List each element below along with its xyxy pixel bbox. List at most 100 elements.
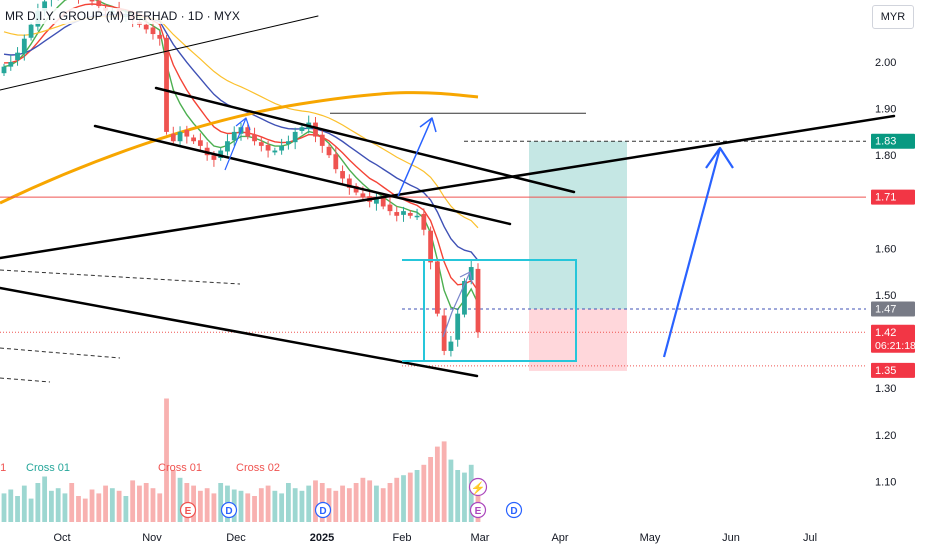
volume-bar <box>238 490 244 522</box>
breakout-arrow-head <box>419 117 437 133</box>
x-axis-tick: May <box>640 532 661 544</box>
candle-body <box>414 215 420 218</box>
volume-bar <box>109 488 115 522</box>
volume-bar <box>1 493 7 522</box>
candle-body <box>150 27 156 35</box>
swing-arrow-head <box>235 117 251 131</box>
candle-body <box>197 140 203 146</box>
ema-long-line <box>0 91 479 205</box>
event-marker-label: D <box>510 506 517 517</box>
candle-body <box>353 185 359 193</box>
volume-bar <box>49 490 54 522</box>
currency-button[interactable]: MYR <box>872 5 914 29</box>
dashed-line <box>0 377 51 383</box>
price-label: 1.35 <box>875 365 896 377</box>
price-label-box <box>871 301 915 317</box>
candle-body <box>374 197 379 204</box>
candle-body <box>218 150 224 158</box>
y-axis-tick: 1.90 <box>875 104 896 116</box>
volume-bar <box>421 464 427 522</box>
volume-bar <box>218 483 224 522</box>
volume-bar <box>468 464 474 522</box>
volume-bar <box>55 488 61 522</box>
volume-bar <box>116 490 122 522</box>
candle-body <box>28 24 34 38</box>
x-axis-tick: Apr <box>551 532 568 544</box>
volume-bar <box>292 488 298 522</box>
event-marker <box>220 501 238 519</box>
volume-bar <box>103 485 108 522</box>
event-marker-label: E <box>185 506 192 517</box>
event-marker-label: D <box>225 506 232 517</box>
price-label: 1.71 <box>875 192 896 204</box>
volume-bar <box>346 488 352 522</box>
candle-body <box>15 52 20 61</box>
candle-body <box>191 137 196 142</box>
volume-bar <box>62 493 68 522</box>
volume-bar <box>89 489 95 522</box>
candle-body <box>313 122 318 137</box>
volume-bar <box>82 498 88 522</box>
volume-bar <box>96 493 102 522</box>
lightning-icon-glyph: ⚡ <box>471 481 486 495</box>
volume-cross-label: Cross 01 <box>158 462 202 474</box>
price-label-box <box>871 362 915 378</box>
bounce-arrow <box>442 271 471 338</box>
volume-bar <box>299 490 305 522</box>
volume-bar <box>448 459 454 522</box>
target-zone <box>529 141 627 309</box>
projection-arrow-head <box>705 146 734 169</box>
volume-bar <box>258 488 264 522</box>
volume-bar <box>177 477 183 522</box>
volume-bar <box>35 483 41 522</box>
candle-body <box>245 127 251 137</box>
candle-body <box>319 134 325 146</box>
volume-bar <box>279 493 285 522</box>
candle-body <box>455 313 461 340</box>
projection-arrow <box>662 147 722 358</box>
candle-body <box>184 130 190 137</box>
candle-body <box>164 37 169 132</box>
volume-bar <box>204 488 210 522</box>
volume-bar <box>374 485 379 522</box>
candle-body <box>428 230 433 263</box>
trendline-thin <box>0 15 319 91</box>
x-axis-tick: Jul <box>803 532 817 544</box>
event-marker <box>179 501 197 519</box>
volume-cross-label: Cross 02 <box>236 462 280 474</box>
price-label: 1.42 <box>875 327 896 339</box>
volume-bar <box>455 470 461 522</box>
candle-body <box>272 150 278 153</box>
volume-bar <box>150 488 156 522</box>
chart-title: MR D.I.Y. GROUP (M) BERHAD · 1D · MYX <box>2 8 243 24</box>
candle-body <box>286 141 291 145</box>
candle-body <box>89 0 95 2</box>
event-marker <box>314 501 332 519</box>
candle-body <box>340 171 345 179</box>
x-axis-tick: Feb <box>393 532 412 544</box>
candle-body <box>387 204 393 212</box>
breakout-arrow <box>397 117 433 197</box>
candle-body <box>231 131 237 141</box>
candle-body <box>177 131 183 142</box>
x-axis-tick: Jun <box>722 532 740 544</box>
volume-bar <box>441 441 447 522</box>
volume-bar <box>407 472 413 522</box>
ema-mid-line <box>3 3 479 292</box>
lightning-icon <box>468 477 488 497</box>
volume-bar <box>333 490 339 522</box>
swing-arrow <box>224 117 247 171</box>
trendline-channel-mid <box>93 124 512 226</box>
volume-bar <box>306 485 312 522</box>
y-axis-tick: 1.50 <box>875 290 896 302</box>
volume-bar <box>245 493 251 522</box>
volume-bar <box>28 498 34 522</box>
y-axis-tick: 1.30 <box>875 383 896 395</box>
volume-bar <box>69 483 75 522</box>
dashed-line <box>0 269 241 285</box>
candle-body <box>407 212 413 216</box>
volume-bar <box>123 496 129 522</box>
volume-bar <box>367 480 373 522</box>
